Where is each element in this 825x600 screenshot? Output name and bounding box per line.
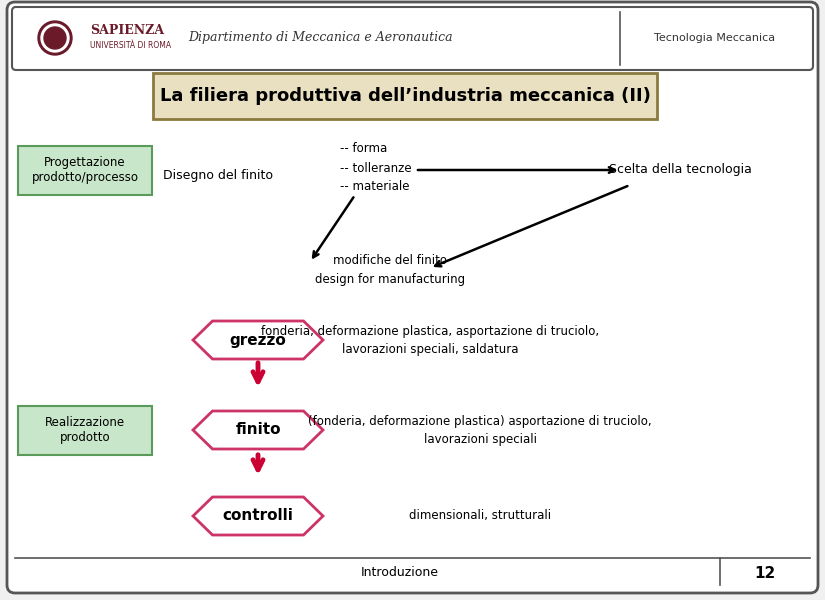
Text: La filiera produttiva dell’industria meccanica (II): La filiera produttiva dell’industria mec… [159,87,650,105]
Text: Dipartimento di Meccanica e Aeronautica: Dipartimento di Meccanica e Aeronautica [188,31,452,44]
FancyBboxPatch shape [18,406,152,455]
Text: -- forma
-- tolleranze
-- materiale: -- forma -- tolleranze -- materiale [340,142,412,193]
Text: fonderia, deformazione plastica, asportazione di truciolo,
lavorazioni speciali,: fonderia, deformazione plastica, asporta… [261,325,599,355]
Text: SAPIENZA: SAPIENZA [90,23,164,37]
FancyBboxPatch shape [7,2,818,593]
FancyBboxPatch shape [153,73,657,119]
Circle shape [44,27,66,49]
Circle shape [38,21,72,55]
Text: UNIVERSITÀ DI ROMA: UNIVERSITÀ DI ROMA [90,40,171,49]
Circle shape [41,24,69,52]
FancyBboxPatch shape [12,7,813,70]
Text: finito: finito [235,422,280,437]
Polygon shape [193,497,323,535]
Text: (fonderia, deformazione plastica) asportazione di truciolo,
lavorazioni speciali: (fonderia, deformazione plastica) asport… [309,415,652,445]
Text: Tecnologia Meccanica: Tecnologia Meccanica [654,33,776,43]
Polygon shape [193,321,323,359]
Text: modifiche del finito
design for manufacturing: modifiche del finito design for manufact… [315,254,465,286]
Text: Introduzione: Introduzione [361,566,439,580]
Text: Realizzazione
prodotto: Realizzazione prodotto [45,416,125,444]
Text: 12: 12 [754,565,776,581]
Text: Progettazione
prodotto/processo: Progettazione prodotto/processo [31,156,139,184]
Text: grezzo: grezzo [229,332,286,347]
Text: Disegno del finito: Disegno del finito [163,169,273,181]
Text: dimensionali, strutturali: dimensionali, strutturali [409,509,551,523]
Text: Scelta della tecnologia: Scelta della tecnologia [609,163,752,176]
Text: controlli: controlli [223,509,294,523]
FancyBboxPatch shape [18,146,152,195]
Polygon shape [193,411,323,449]
